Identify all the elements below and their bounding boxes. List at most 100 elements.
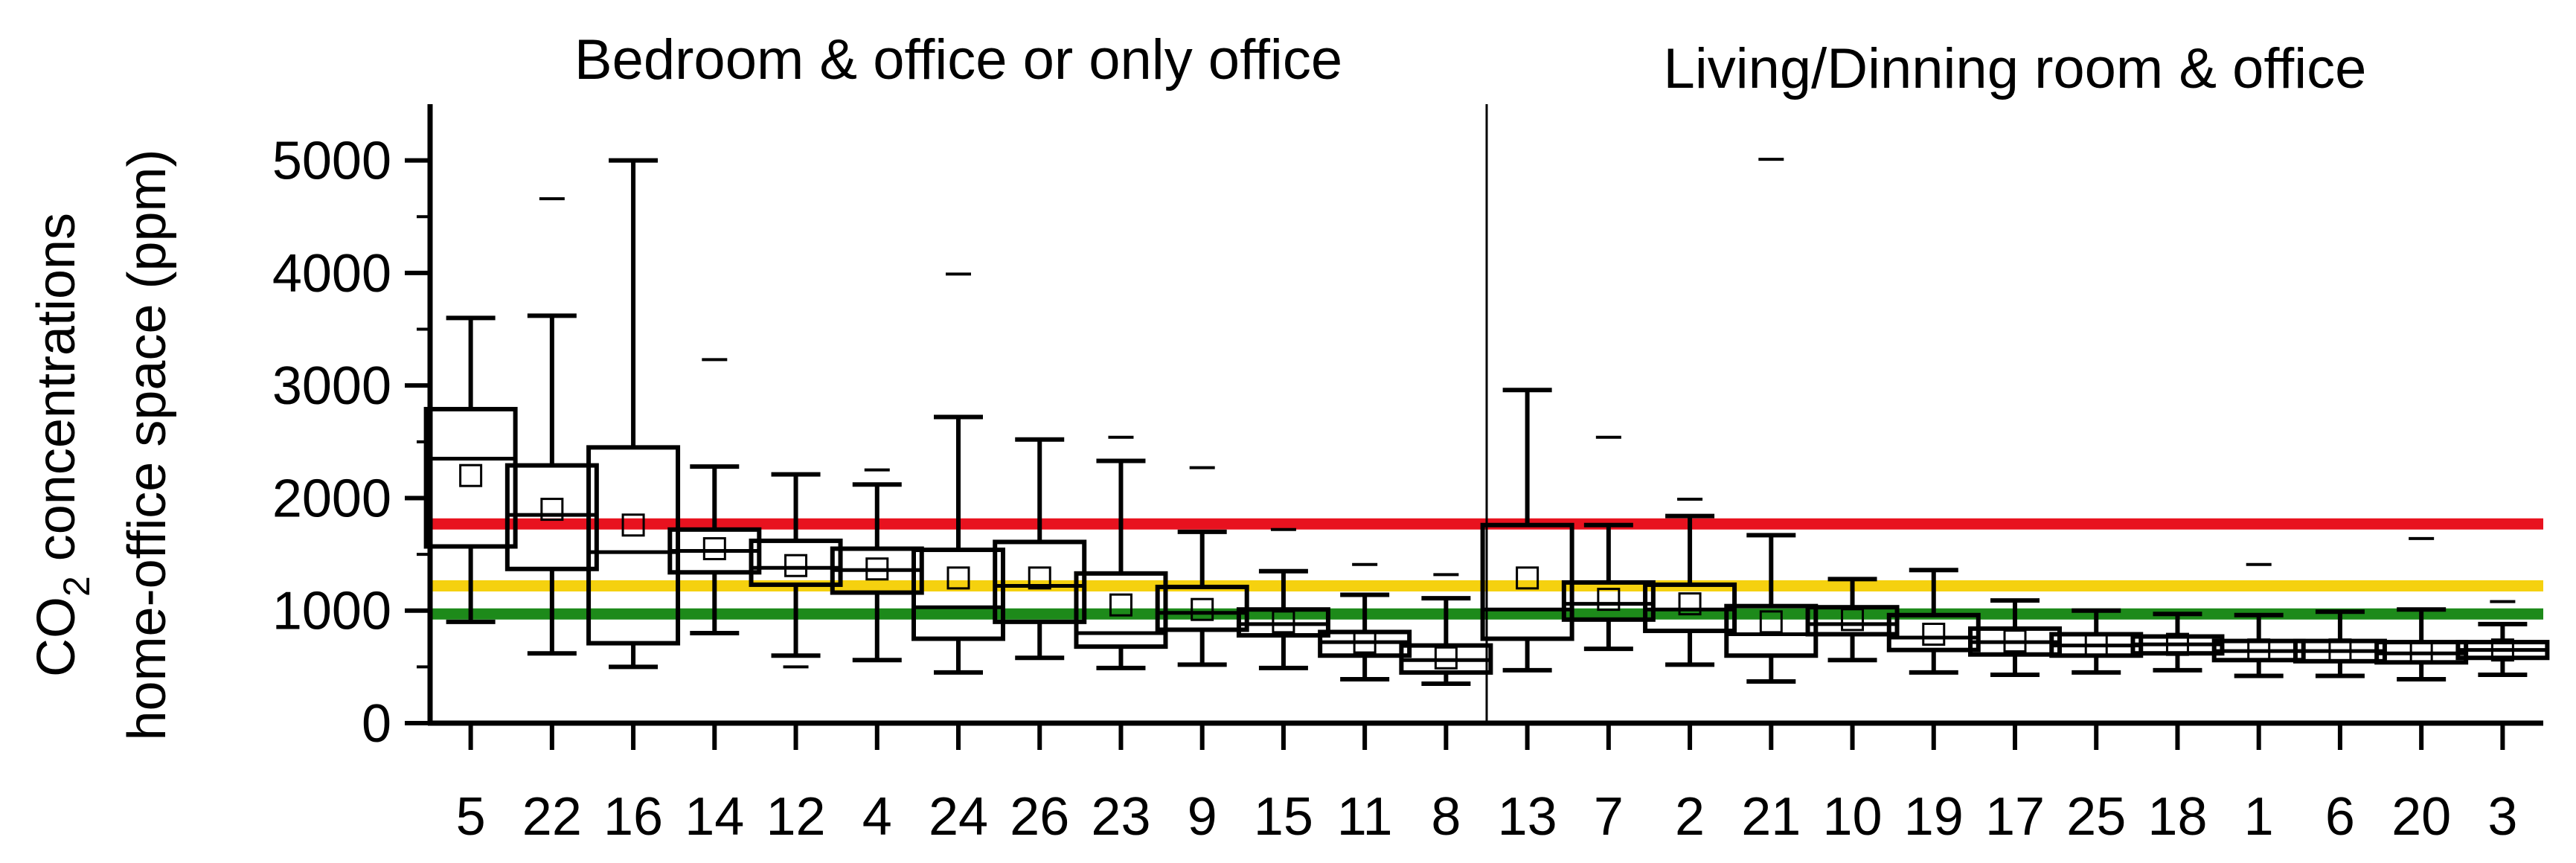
iqr-box <box>1805 605 1900 637</box>
box-8 <box>1399 573 1493 687</box>
iqr-box <box>586 445 681 646</box>
x-label-26: 26 <box>1010 787 1069 847</box>
iqr-box <box>504 463 599 571</box>
iqr-box <box>993 539 1087 624</box>
box-22 <box>504 197 599 656</box>
mean-marker <box>540 498 564 522</box>
mean-marker <box>1841 608 1865 632</box>
box-series <box>423 158 2550 687</box>
x-label-21: 21 <box>1741 787 1801 847</box>
x-label-24: 24 <box>929 787 988 847</box>
x-label-6: 6 <box>2325 787 2355 847</box>
iqr-box <box>1886 612 1981 652</box>
box-7 <box>1561 435 1656 652</box>
mean-marker <box>1434 646 1458 670</box>
mean-marker <box>784 554 808 577</box>
box-13 <box>1480 388 1574 673</box>
mean-marker <box>1109 593 1132 617</box>
mean-marker <box>1516 566 1539 590</box>
x-label-14: 14 <box>685 787 744 847</box>
box-6 <box>2293 609 2387 678</box>
mean-marker <box>2165 632 2189 656</box>
mean-marker <box>946 566 970 590</box>
mean-marker <box>621 513 645 537</box>
x-label-1: 1 <box>2244 787 2274 847</box>
mean-marker <box>1922 622 1946 646</box>
mean-marker <box>2328 638 2352 662</box>
mean-marker <box>865 557 889 581</box>
box-11 <box>1318 562 1412 682</box>
mean-marker <box>2084 632 2108 656</box>
mean-marker <box>1191 597 1214 621</box>
box-24 <box>911 272 1005 675</box>
box-4 <box>830 468 924 663</box>
mean-marker <box>1353 630 1377 654</box>
group-labels: Bedroom & office or only office Living/Di… <box>574 28 2367 100</box>
mean-marker <box>2409 641 2433 664</box>
box-19 <box>1886 568 1981 675</box>
y-tick-label-5000: 5000 <box>272 132 391 191</box>
mean-marker <box>1272 610 1295 634</box>
mean-marker <box>459 463 483 487</box>
box-18 <box>2130 612 2225 673</box>
y-tick-label-1000: 1000 <box>272 582 391 641</box>
x-label-15: 15 <box>1254 787 1313 847</box>
x-label-5: 5 <box>456 787 486 847</box>
y-tick-label-3000: 3000 <box>272 356 391 416</box>
box-2 <box>1643 497 1737 667</box>
box-5 <box>423 315 518 624</box>
box-20 <box>2374 536 2469 682</box>
box-10 <box>1805 577 1900 663</box>
box-1 <box>2211 562 2306 678</box>
x-label-4: 4 <box>862 787 892 847</box>
iqr-box <box>1561 580 1656 622</box>
box-21 <box>1724 158 1819 684</box>
box-26 <box>993 437 1087 661</box>
iqr-box <box>1724 603 1819 658</box>
iqr-box <box>911 548 1005 641</box>
box-12 <box>749 472 843 669</box>
mean-marker <box>2247 638 2271 662</box>
y-axis-title-line2: home-office space (ppm) <box>118 149 177 740</box>
x-label-16: 16 <box>603 787 663 847</box>
x-label-9: 9 <box>1188 787 1217 847</box>
mean-marker <box>2003 629 2027 653</box>
iqr-box <box>1074 571 1168 649</box>
x-label-10: 10 <box>1822 787 1882 847</box>
group-label-1: Living/Dinning room & office <box>1664 37 2367 100</box>
x-label-2: 2 <box>1675 787 1705 847</box>
box-25 <box>2049 608 2144 675</box>
mean-marker <box>702 537 726 561</box>
y-axis-title-line1: CO2 concentrations <box>27 213 97 677</box>
box-15 <box>1236 527 1330 670</box>
x-label-22: 22 <box>522 787 582 847</box>
axes <box>427 104 2543 750</box>
box-9 <box>1155 466 1249 667</box>
box-23 <box>1074 435 1168 670</box>
x-label-23: 23 <box>1091 787 1150 847</box>
group-label-0: Bedroom & office or only office <box>574 28 1342 92</box>
mean-marker <box>1028 566 1051 590</box>
box-3 <box>2455 600 2550 677</box>
x-label-19: 19 <box>1904 787 1964 847</box>
y-tick-label-2000: 2000 <box>272 469 391 528</box>
x-tick-labels: 5 22 16 14 12 4 24 26 23 9 15 11 8 13 7 2 21 10 19 17 25 18 1 6… <box>456 787 2518 847</box>
box-17 <box>1968 598 2062 677</box>
x-label-7: 7 <box>1594 787 1624 847</box>
box-16 <box>586 158 681 670</box>
x-label-17: 17 <box>1985 787 2045 847</box>
iqr-box <box>749 538 843 587</box>
y-ticks: 0 1000 2000 3000 4000 5000 <box>272 132 430 754</box>
y-tick-label-4000: 4000 <box>272 244 391 304</box>
mean-marker <box>2490 638 2514 662</box>
x-label-25: 25 <box>2066 787 2126 847</box>
iqr-box <box>423 406 518 549</box>
x-label-11: 11 <box>1337 787 1393 847</box>
mean-marker <box>1759 610 1783 634</box>
box-14 <box>667 358 762 635</box>
mean-marker <box>1678 592 1702 616</box>
x-label-18: 18 <box>2147 787 2207 847</box>
x-label-3: 3 <box>2487 787 2517 847</box>
y-tick-label-0: 0 <box>362 694 391 754</box>
